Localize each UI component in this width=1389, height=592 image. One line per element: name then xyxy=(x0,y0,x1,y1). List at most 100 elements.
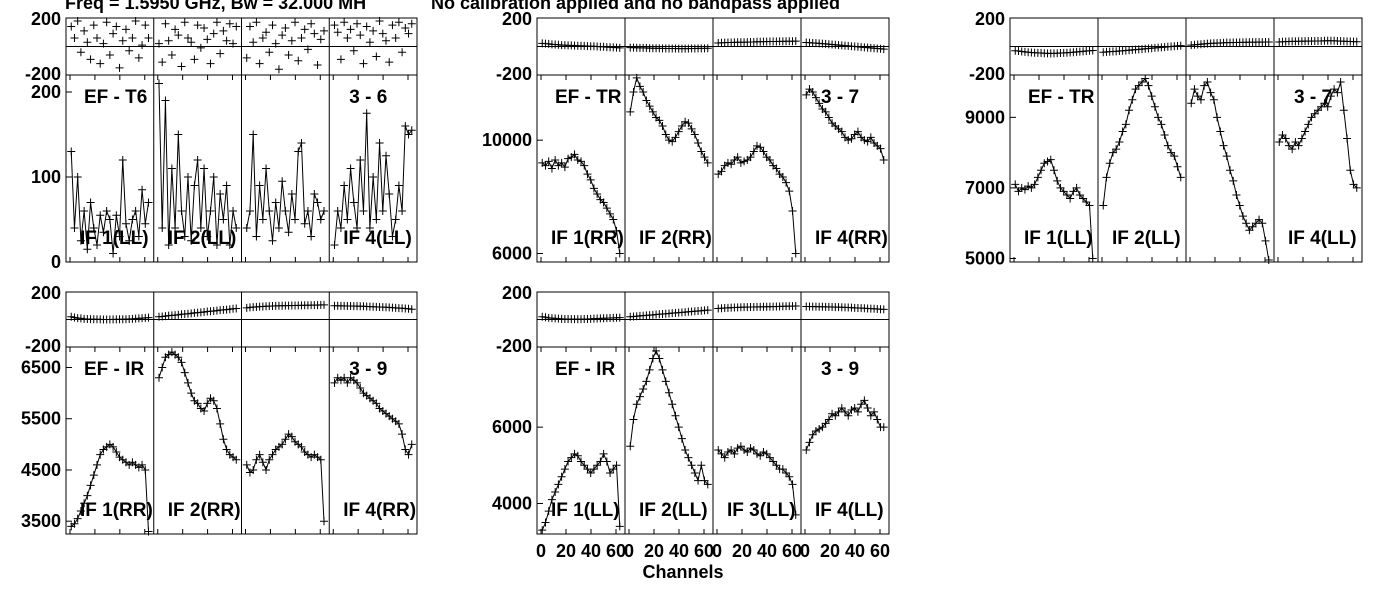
amplitude-point xyxy=(791,510,800,519)
amplitude-point xyxy=(577,157,585,166)
amplitude-point xyxy=(154,373,163,382)
phase-point xyxy=(118,36,127,45)
amplitude-point xyxy=(593,190,602,198)
phase-point xyxy=(541,313,550,322)
phase-point xyxy=(330,21,339,30)
amplitude-point xyxy=(76,236,85,245)
amplitude-point xyxy=(1297,134,1306,143)
amplitude-series-line xyxy=(629,349,709,485)
amplitude-point xyxy=(573,156,582,164)
amplitude-point xyxy=(158,224,167,232)
channel-tick-label: 20 xyxy=(732,541,752,561)
if-label: IF 2(RR) xyxy=(639,228,712,249)
phase-point xyxy=(291,18,300,27)
amplitude-point xyxy=(671,133,680,142)
amplitude-point xyxy=(138,185,147,194)
amplitude-point xyxy=(778,465,787,474)
amplitude-point xyxy=(206,207,215,215)
phase-point xyxy=(615,313,624,322)
amplitude-point xyxy=(602,204,611,213)
amplitude-point xyxy=(1040,159,1049,168)
phase-tick-label: -200 xyxy=(969,64,1005,84)
amplitude-point xyxy=(1079,194,1088,203)
phase-point xyxy=(369,26,378,35)
amplitude-tick-label: 6000 xyxy=(492,244,532,264)
amplitude-point xyxy=(96,450,105,459)
phase-point xyxy=(394,18,403,27)
amplitude-point xyxy=(1030,180,1039,189)
phase-point xyxy=(365,38,374,47)
amplitude-point xyxy=(353,224,362,232)
amplitude-point xyxy=(756,143,765,152)
amplitude-point xyxy=(821,419,830,428)
amplitude-point xyxy=(1216,127,1225,136)
amplitude-series-line xyxy=(717,145,797,254)
phase-point xyxy=(1264,37,1273,46)
phase-point xyxy=(242,53,251,62)
amplitude-point xyxy=(756,451,765,460)
amplitude-point xyxy=(642,96,651,105)
if-label: IF 2(LL) xyxy=(1112,228,1181,249)
amplitude-point xyxy=(80,499,89,508)
amplitude-point xyxy=(255,450,264,459)
amplitude-point xyxy=(141,219,150,228)
amplitude-point xyxy=(102,207,111,215)
amplitude-point xyxy=(1346,166,1355,175)
amplitude-point xyxy=(1144,81,1153,90)
amplitude-point xyxy=(746,153,755,162)
amplitude-point xyxy=(818,423,827,432)
amplitude-point xyxy=(297,139,306,147)
amplitude-tick-label: 200 xyxy=(31,82,61,102)
amplitude-point xyxy=(1209,95,1218,104)
phase-point xyxy=(375,17,384,25)
phase-point xyxy=(1088,46,1097,55)
amplitude-point xyxy=(824,113,833,122)
amplitude-point xyxy=(1193,92,1202,101)
amplitude-point xyxy=(115,232,124,241)
amplitude-point xyxy=(876,144,885,153)
amplitude-point xyxy=(398,430,407,439)
amplitude-point xyxy=(879,423,888,432)
amplitude-point xyxy=(73,514,82,523)
amplitude-point xyxy=(222,181,231,190)
phase-point xyxy=(349,46,358,55)
amplitude-point xyxy=(1059,187,1068,196)
amplitude-series-line xyxy=(158,83,237,246)
amplitude-point xyxy=(589,184,598,193)
amplitude-point xyxy=(564,457,573,466)
phase-point xyxy=(167,51,176,60)
amplitude-point xyxy=(401,122,410,130)
channel-tick-label: 20 xyxy=(556,541,576,561)
amplitude-point xyxy=(802,90,811,99)
amplitude-point xyxy=(1336,78,1345,87)
amplitude-point xyxy=(1294,141,1303,150)
amplitude-point xyxy=(382,151,391,160)
amplitude-point xyxy=(753,449,761,458)
amplitude-point xyxy=(690,130,699,139)
amplitude-point xyxy=(212,241,221,249)
phase-point xyxy=(86,55,95,64)
phase-point xyxy=(262,28,271,37)
amplitude-point xyxy=(125,236,134,245)
amplitude-point xyxy=(1075,190,1084,199)
amplitude-point xyxy=(313,198,322,207)
baseline-label: EF - IR xyxy=(555,359,615,380)
amplitude-point xyxy=(697,461,706,470)
amplitude-point xyxy=(1278,130,1287,139)
amplitude-point xyxy=(1167,148,1176,157)
amplitude-point xyxy=(99,228,108,237)
amplitude-point xyxy=(219,435,228,444)
phase-point xyxy=(158,58,167,67)
amplitude-point xyxy=(1349,180,1358,189)
if-label: IF 4(LL) xyxy=(815,500,884,521)
amplitude-point xyxy=(1187,99,1196,108)
amplitude-point xyxy=(602,457,611,466)
amplitude-point xyxy=(788,480,797,489)
amplitude-point xyxy=(177,358,186,367)
amplitude-point xyxy=(837,127,846,136)
amplitude-point xyxy=(580,461,589,470)
amplitude-point xyxy=(860,136,869,145)
phase-point xyxy=(353,19,362,28)
amplitude-point xyxy=(681,446,690,455)
amplitude-point xyxy=(346,164,355,173)
